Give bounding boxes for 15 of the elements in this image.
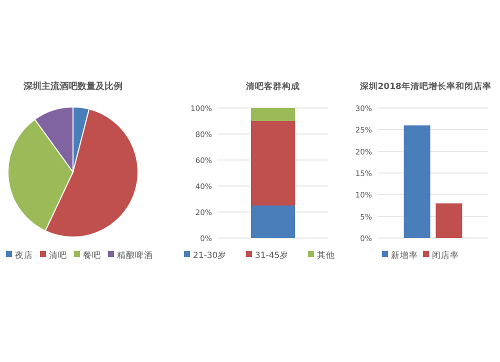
chart-title: 深圳2018年清吧增长率和闭店率 bbox=[358, 81, 492, 92]
legend-label: 新增率 bbox=[391, 250, 418, 261]
legend-label: 餐吧 bbox=[83, 250, 101, 261]
legend-label: 21-30岁 bbox=[193, 250, 227, 261]
bar bbox=[251, 108, 295, 121]
bar bbox=[251, 206, 295, 238]
chart-title: 深圳主流酒吧数量及比例 bbox=[22, 81, 122, 92]
legend-label: 31-45岁 bbox=[255, 250, 289, 261]
legend-label: 夜店 bbox=[15, 250, 33, 261]
chart-title: 清吧客群构成 bbox=[245, 81, 300, 92]
legend-label: 其他 bbox=[317, 250, 335, 261]
legend-label: 闭店率 bbox=[432, 250, 459, 261]
legend-label: 精酿啤酒 bbox=[117, 250, 153, 261]
bar bbox=[251, 121, 295, 206]
legend-label: 清吧 bbox=[49, 250, 67, 261]
